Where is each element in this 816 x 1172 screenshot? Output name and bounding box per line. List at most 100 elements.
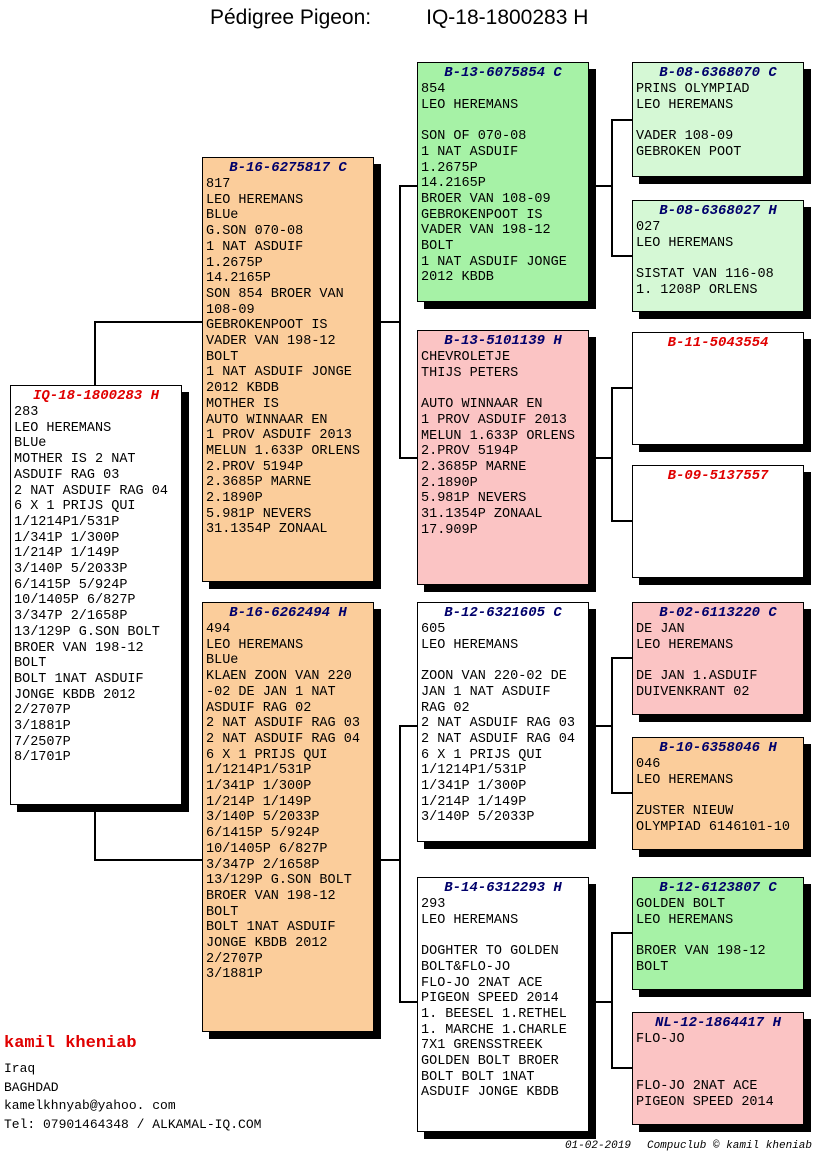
box-text-line: FLO-JO 2NAT ACE — [421, 975, 543, 991]
software-credit: Compuclub © kamil kheniab — [646, 1140, 812, 1152]
box-text-line: 293 — [421, 897, 446, 912]
box-text-line: ASDUIF RAG 02 — [206, 700, 312, 716]
print-credit: 01-02-2019 Compuclub © kamil kheniab — [565, 1140, 812, 1152]
connector-line — [94, 321, 202, 323]
box-text-line: BROER VAN 108-09 — [421, 191, 551, 207]
box-text-line: 2 NAT ASDUIF RAG 03 — [421, 716, 575, 732]
box-text-line: LEO HEREMANS — [636, 637, 734, 653]
box-text-line — [418, 113, 588, 129]
connector-line — [399, 1001, 417, 1003]
pedigree-box-ddd: NL-12-1864417 H FLO-JO FLO-JO 2NAT ACE PIG… — [632, 1012, 804, 1125]
box-text-line: 2/2707P — [14, 703, 71, 719]
box-text-line: LEO HEREMANS — [421, 912, 519, 928]
pedigree-box-sd: B-13-5101139 H CHEVROLETJE THIJS PETERS AU… — [417, 330, 589, 585]
print-date: 01-02-2019 — [564, 1140, 631, 1152]
box-text-line: 1 NAT ASDUIF JONGE — [421, 254, 567, 270]
box-text-line: 2 NAT ASDUIF RAG 04 — [206, 731, 360, 747]
box-text-line: 494 — [206, 622, 231, 637]
box-text-line: 1 NAT ASDUIF JONGE — [206, 365, 352, 381]
box-text-line — [633, 251, 803, 267]
connector-line — [589, 457, 613, 459]
box-text-line: 1/214P 1/149P — [14, 546, 120, 562]
box-text-line: 1/341P 1/300P — [206, 779, 312, 795]
box-text-line: 5.981P NEVERS — [421, 491, 527, 507]
box-text-line: 2 NAT ASDUIF RAG 04 — [421, 731, 575, 747]
page-title: Pédigree Pigeon: IQ-18-1800283 H — [210, 6, 588, 30]
connector-line — [611, 119, 613, 257]
box-text-line: 13/129P G.SON BOLT — [206, 873, 352, 889]
box-text-line: RAG 02 — [421, 700, 470, 716]
pedigree-box-sss: B-08-6368070 C PRINS OLYMPIAD LEO HEREMANS… — [632, 62, 804, 177]
box-ring-number: B-08-6368070 C — [659, 65, 777, 81]
box-text-line: BLUe — [206, 208, 239, 224]
box-text-line: LEO HEREMANS — [636, 772, 734, 788]
page-title-label: Pédigree Pigeon: — [210, 6, 372, 29]
box-text-line: 1. BEESEL 1.RETHEL — [421, 1006, 567, 1022]
box-text-line: MELUN 1.633P ORLENS — [421, 428, 575, 444]
box-text-line: 31.1354P ZONAAL — [421, 507, 543, 523]
pedigree-box-subject: IQ-18-1800283 H 283 LEO HEREMANS BLUe MOTHER… — [10, 385, 182, 805]
box-text-line — [633, 928, 803, 944]
box-text-line: 2.PROV 5194P — [206, 459, 304, 475]
box-text-line: KLAEN ZOON VAN 220 — [206, 669, 352, 685]
box-text-line: GEBROKENPOOT IS — [206, 318, 328, 334]
box-text-line: 6/1415P 5/924P — [14, 577, 128, 593]
connector-line — [611, 932, 613, 1069]
connector-line — [611, 792, 632, 794]
box-ring-number: B-13-6075854 C — [444, 65, 562, 81]
box-text-line: 17.909P — [421, 522, 478, 538]
box-text-line: 1.2675P — [421, 160, 478, 176]
box-text-line: 3/1881P — [206, 967, 263, 983]
pedigree-box-dam: B-16-6262494 H 494 LEO HEREMANS BLUe KLAEN Z… — [202, 602, 374, 1032]
connector-line — [611, 657, 632, 659]
box-text-line: GEBROKENPOOT IS — [421, 207, 543, 223]
breeder-city: BAGHDAD — [4, 1079, 59, 1095]
box-text-line: 3/140P 5/2033P — [421, 810, 535, 826]
box-text-line: 1. MARCHE 1.CHARLE — [421, 1022, 567, 1038]
box-text-line: JAN 1 NAT ASDUIF — [421, 684, 551, 700]
box-text-line: BOLT — [206, 904, 239, 920]
box-text-line: 1 PROV ASDUIF 2013 — [206, 428, 352, 444]
box-text-line: 13/129P G.SON BOLT — [14, 624, 160, 640]
box-text-line: G.SON 070-08 — [206, 224, 304, 240]
box-text-line: 14.2165P — [421, 176, 486, 192]
pedigree-box-sds: B-11-5043554 — [632, 332, 804, 445]
box-ring-number: B-13-5101139 H — [444, 333, 562, 349]
pedigree-box-ss: B-13-6075854 C 854 LEO HEREMANS SON OF 070… — [417, 62, 589, 302]
box-ring-number: B-12-6321605 C — [444, 605, 562, 621]
box-text-line: 3/140P 5/2033P — [206, 810, 320, 826]
box-text-line — [418, 653, 588, 669]
box-text-line: 31.1354P ZONAAL — [206, 522, 328, 538]
box-text-line: 1 PROV ASDUIF 2013 — [421, 412, 567, 428]
box-text-line: 817 — [206, 177, 231, 192]
connector-line — [589, 1001, 613, 1003]
connector-line — [611, 657, 613, 794]
box-ring-number: B-10-6358046 H — [659, 740, 777, 756]
box-text-line: DE JAN — [636, 622, 685, 637]
box-text-line: 1.2675P — [206, 255, 263, 271]
connector-line — [611, 387, 613, 522]
box-text-line: BLUe — [14, 436, 47, 452]
box-text-line: 1/214P 1/149P — [206, 794, 312, 810]
box-ring-number: B-08-6368027 H — [659, 203, 777, 219]
box-ring-number: B-12-6123807 C — [659, 880, 777, 896]
box-text-line: 2012 KBDB — [421, 270, 494, 286]
box-text-line: FLO-JO — [636, 1032, 685, 1047]
box-text-line: LEO HEREMANS — [421, 637, 519, 653]
box-text-line: PRINS OLYMPIAD — [636, 82, 750, 97]
box-text-line: LEO HEREMANS — [206, 192, 304, 208]
box-text-line: 6/1415P 5/924P — [206, 826, 320, 842]
box-text-line: LEO HEREMANS — [421, 97, 519, 113]
box-text-line: 3/140P 5/2033P — [14, 562, 128, 578]
box-text-line: MOTHER IS — [206, 396, 279, 412]
connector-line — [399, 725, 401, 1003]
box-text-line: JONGE KBDB 2012 — [14, 687, 136, 703]
connector-line — [611, 932, 632, 934]
breeder-name: kamil kheniab — [4, 1034, 137, 1053]
box-text-line: BOLT 1NAT ASDUIF — [14, 671, 144, 687]
box-text-line: LEO HEREMANS — [636, 912, 734, 928]
box-text-line: PIGEON SPEED 2014 — [636, 1094, 774, 1110]
breeder-country: Iraq — [4, 1061, 36, 1076]
box-text-line: 1/214P 1/149P — [421, 794, 527, 810]
box-text-line: BOLT&FLO-JO — [421, 959, 511, 975]
